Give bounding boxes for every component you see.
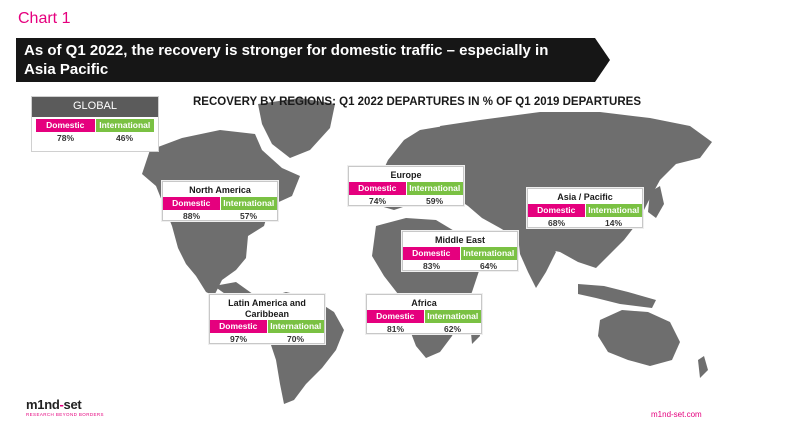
indonesia-shape: [578, 284, 656, 308]
domestic-tag: Domestic: [367, 310, 424, 323]
region-name: Asia / Pacific: [557, 192, 613, 202]
global-international-value: 46%: [115, 133, 133, 143]
website-link[interactable]: m1nd-set.com: [651, 410, 702, 419]
international-value: 57%: [239, 211, 257, 221]
international-tag: International: [585, 204, 642, 217]
australia-shape: [598, 310, 680, 366]
region-tags: Domestic International: [163, 197, 277, 210]
international-value: 59%: [425, 196, 443, 206]
international-tag: International: [220, 197, 277, 210]
headline-line-2: Asia Pacific: [24, 61, 109, 78]
region-tags: Domestic International: [210, 320, 324, 333]
domestic-value: 68%: [547, 218, 565, 228]
region-values: 81% 62%: [367, 323, 481, 335]
domestic-tag: Domestic: [349, 182, 406, 195]
international-tag: International: [460, 247, 517, 260]
region-tags: Domestic International: [367, 310, 481, 323]
logo-right: set: [63, 397, 82, 412]
domestic-value: 83%: [422, 261, 440, 271]
chart-label: Chart 1: [18, 10, 71, 27]
global-title: GLOBAL: [32, 97, 158, 117]
headline-line-1: As of Q1 2022, the recovery is stronger …: [24, 42, 549, 59]
global-box: GLOBAL Domestic International 78% 46%: [31, 96, 159, 152]
logo-wordmark: m1nd-set: [26, 398, 104, 412]
region-box-europe: Europe Domestic International 74% 59%: [348, 166, 464, 206]
region-values: 83% 64%: [403, 260, 517, 272]
region-box-north-america: North America Domestic International 88%…: [162, 181, 278, 221]
region-name: Latin America and Caribbean: [228, 298, 306, 319]
international-tag: International: [424, 310, 481, 323]
global-tags: Domestic International: [32, 119, 158, 132]
domestic-value: 88%: [182, 211, 200, 221]
international-tag: International: [267, 320, 324, 333]
region-name: Africa: [411, 298, 437, 308]
international-value: 14%: [604, 218, 622, 228]
domestic-tag: Domestic: [163, 197, 220, 210]
international-value: 62%: [443, 324, 461, 334]
region-name: Europe: [390, 170, 422, 180]
region-name: North America: [189, 185, 251, 195]
domestic-value: 81%: [386, 324, 404, 334]
region-tags: Domestic International: [528, 204, 642, 217]
domestic-tag: Domestic: [210, 320, 267, 333]
region-tags: Domestic International: [349, 182, 463, 195]
chart-title: RECOVERY BY REGIONS: Q1 2022 DEPARTURES …: [193, 96, 641, 108]
international-value: 70%: [286, 334, 304, 344]
logo-x: -: [59, 397, 64, 412]
international-tag: International: [406, 182, 463, 195]
brand-logo: m1nd-set RESEARCH BEYOND BORDERS: [26, 398, 104, 418]
global-domestic-value: 78%: [56, 133, 74, 143]
domestic-value: 74%: [368, 196, 386, 206]
region-box-africa: Africa Domestic International 81% 62%: [366, 294, 482, 334]
india-shape: [518, 236, 556, 288]
region-values: 74% 59%: [349, 195, 463, 207]
logo-left: m1nd: [26, 397, 60, 412]
logo-tagline: RESEARCH BEYOND BORDERS: [26, 412, 104, 417]
region-box-middle-east: Middle East Domestic International 83% 6…: [402, 231, 518, 271]
international-tag: International: [95, 119, 154, 132]
japan-shape: [648, 186, 664, 218]
domestic-tag: Domestic: [36, 119, 95, 132]
international-value: 64%: [479, 261, 497, 271]
domestic-tag: Domestic: [528, 204, 585, 217]
headline-banner: As of Q1 2022, the recovery is stronger …: [16, 38, 610, 82]
region-values: 97% 70%: [210, 333, 324, 345]
new-zealand-shape: [698, 356, 708, 378]
region-values: 68% 14%: [528, 217, 642, 229]
global-values: 78% 46%: [32, 132, 158, 144]
region-values: 88% 57%: [163, 210, 277, 222]
domestic-value: 97%: [229, 334, 247, 344]
domestic-tag: Domestic: [403, 247, 460, 260]
region-name: Middle East: [434, 235, 485, 245]
region-box-latin-america: Latin America and Caribbean Domestic Int…: [209, 294, 325, 344]
region-box-asia-pacific: Asia / Pacific Domestic International 68…: [527, 188, 643, 228]
region-tags: Domestic International: [403, 247, 517, 260]
